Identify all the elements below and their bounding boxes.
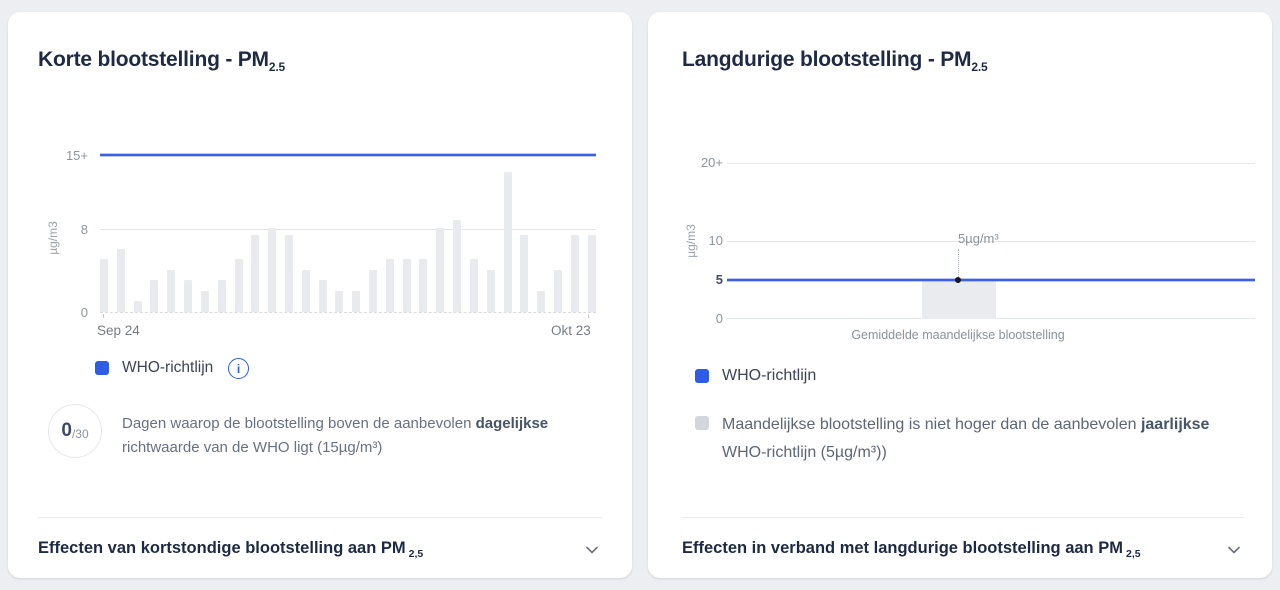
daily-bar [200, 291, 209, 312]
ytick-10: 10 [708, 233, 723, 248]
ytick-0: 0 [80, 305, 88, 320]
daily-bar [284, 235, 293, 312]
daily-bar [402, 259, 411, 312]
ytick-20plus: 20+ [700, 155, 723, 170]
monthly-legend-swatch [695, 416, 709, 430]
xlabel-end: Okt 23 [551, 323, 591, 338]
long-exposure-card: Langdurige blootstelling - PM2.5 20+ 10 … [648, 12, 1272, 578]
days-above-count: 0 [61, 420, 72, 441]
daily-bars [100, 155, 596, 313]
daily-bar [100, 259, 108, 312]
guideline-description: Dagen waarop de blootstelling boven de a… [122, 415, 549, 456]
daily-bar [469, 259, 478, 312]
short-effects-label: Effecten van kortstondige blootstelling … [38, 539, 424, 561]
annotation-dot [955, 277, 961, 283]
who-legend-label-long: WHO-richtlijn [722, 367, 817, 384]
daily-bar [150, 280, 159, 312]
daily-bar [369, 270, 377, 312]
daily-bar [537, 291, 546, 312]
who-guideline-line-long [727, 279, 1255, 281]
page-title: Korte blootstelling - PM2.5 [38, 48, 285, 75]
daily-bar [486, 270, 495, 312]
page-title-long: Langdurige blootstelling - PM2.5 [682, 48, 988, 75]
divider-long [682, 517, 1244, 518]
daily-bar [268, 228, 277, 312]
xlabel-start: Sep 24 [97, 323, 140, 338]
daily-bar [570, 235, 579, 312]
chevron-down-icon[interactable] [582, 540, 602, 560]
x-axis-tick-start [103, 314, 104, 318]
chevron-down-icon-long[interactable] [1224, 540, 1244, 560]
ytick-15plus: 15+ [65, 148, 88, 163]
info-icon[interactable]: i [228, 358, 249, 379]
long-effects-accordion[interactable]: Effecten in verband met langdurige bloot… [682, 539, 1244, 560]
monthly-bar-label: Gemiddelde maandelijkse blootstelling [851, 328, 1065, 342]
short-exposure-card: Korte blootstelling - PM2.5 15+ 8 0 µg/m… [8, 12, 632, 578]
days-above-total: /30 [71, 426, 89, 441]
daily-bar [217, 280, 226, 312]
who-legend-swatch-long [695, 369, 709, 383]
daily-bar [234, 259, 243, 312]
x-axis-tick-end [588, 314, 589, 318]
daily-bar [301, 270, 310, 312]
daily-bar [385, 259, 394, 312]
monthly-bar [922, 280, 996, 319]
daily-bar [419, 259, 428, 312]
gridline-8 [100, 229, 596, 230]
y-axis-unit: µg/m3 [45, 221, 60, 255]
daily-bar [167, 270, 176, 312]
who-legend-label: WHO-richtlijn [122, 359, 214, 376]
who-legend-swatch [95, 361, 109, 375]
daily-bar [520, 235, 529, 312]
who-guideline-line [100, 154, 596, 156]
daily-bar [116, 249, 125, 312]
gridline-20 [727, 163, 1255, 164]
monthly-legend-label: Maandelijkse blootstelling is niet hoger… [722, 416, 1210, 461]
bar-value-annotation: 5µg/m³ [958, 231, 999, 246]
daily-bar [335, 291, 344, 312]
ytick-0-long: 0 [715, 311, 723, 326]
daily-bar [436, 228, 445, 312]
short-effects-accordion[interactable]: Effecten van kortstondige blootstelling … [38, 539, 602, 560]
daily-bar [503, 172, 512, 312]
ytick-8: 8 [80, 222, 88, 237]
daily-bar [184, 280, 193, 312]
daily-bar [318, 280, 327, 312]
daily-bar [352, 291, 361, 312]
annotation-pointer-line [958, 249, 959, 277]
daily-bar [453, 220, 462, 312]
daily-bar [133, 301, 142, 312]
daily-bar [587, 235, 596, 312]
daily-bar [251, 235, 260, 312]
days-above-badge: 0 /30 [48, 404, 102, 458]
divider [38, 517, 602, 518]
gridline-10 [727, 241, 1255, 242]
y-axis-unit-long: µg/m3 [683, 224, 698, 258]
ytick-5: 5 [715, 272, 723, 287]
long-effects-label: Effecten in verband met langdurige bloot… [682, 539, 1141, 561]
daily-bar [553, 270, 562, 312]
monthly-plot [727, 163, 1255, 319]
